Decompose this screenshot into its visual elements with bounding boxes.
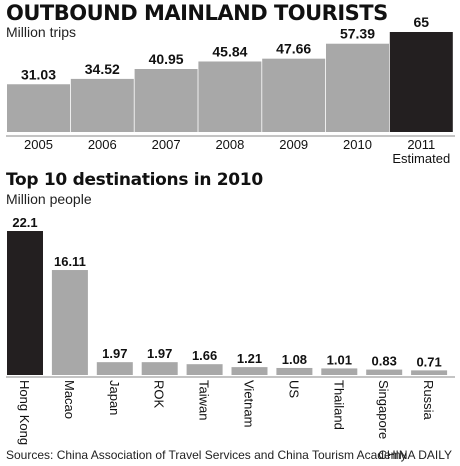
category-label-japan: Japan xyxy=(107,380,122,415)
value-label-2005: 31.03 xyxy=(21,66,56,82)
category-label-hong-kong: Hong Kong xyxy=(17,380,32,445)
category-label-us: US xyxy=(286,380,301,398)
bar-taiwan xyxy=(186,364,223,375)
category-label-russia: Russia xyxy=(421,380,436,421)
value-label-2008: 45.84 xyxy=(212,43,247,59)
category-label-macao: Macao xyxy=(62,380,77,419)
category-label-2005: 2005 xyxy=(24,137,53,152)
bar-2009 xyxy=(262,58,326,132)
chart-1-title: OUTBOUND MAINLAND TOURISTS xyxy=(6,1,388,25)
source-note: Sources: China Association of Travel Ser… xyxy=(6,448,407,462)
bar-2006 xyxy=(70,78,134,132)
value-label-2009: 47.66 xyxy=(276,41,311,57)
value-label-hong-kong: 22.1 xyxy=(12,215,37,230)
category-label-thailand: Thailand xyxy=(331,380,346,430)
category-label-2011: 2011 xyxy=(407,137,435,152)
value-label-japan: 1.97 xyxy=(102,346,127,361)
bar-rok xyxy=(141,362,178,375)
chart-2-subtitle: Million people xyxy=(6,191,92,207)
value-label-singapore: 0.83 xyxy=(372,354,397,369)
category-label-2009: 2009 xyxy=(279,137,308,152)
category-label-2010: 2010 xyxy=(343,137,372,152)
value-label-macao: 16.11 xyxy=(54,254,86,269)
category-label-2006: 2006 xyxy=(88,137,117,152)
bar-macao xyxy=(51,270,88,375)
value-label-taiwan: 1.66 xyxy=(192,348,217,363)
bar-2010 xyxy=(326,43,389,133)
bar-thailand xyxy=(321,368,358,375)
value-label-2006: 34.52 xyxy=(85,61,120,77)
category-label-vietnam: Vietnam xyxy=(242,380,257,427)
value-label-thailand: 1.01 xyxy=(327,352,352,367)
chart-2-title: Top 10 destinations in 2010 xyxy=(6,170,263,190)
value-label-vietnam: 1.21 xyxy=(237,351,262,366)
category-label-taiwan: Taiwan xyxy=(197,380,212,420)
bar-2007 xyxy=(134,69,198,132)
value-label-2007: 40.95 xyxy=(149,51,184,67)
category-label-singapore: Singapore xyxy=(376,380,391,439)
value-label-russia: 0.71 xyxy=(416,354,441,369)
credit-china-daily: CHINA DAILY xyxy=(378,448,452,462)
bar-singapore xyxy=(366,369,403,375)
value-label-rok: 1.97 xyxy=(147,346,172,361)
category-sublabel-2011: Estimated xyxy=(392,151,450,166)
value-label-2010: 57.39 xyxy=(340,26,375,42)
bar-us xyxy=(276,367,313,375)
value-label-us: 1.08 xyxy=(282,352,307,367)
bar-2005 xyxy=(7,84,70,132)
category-label-rok: ROK xyxy=(152,380,167,409)
bar-hong-kong xyxy=(7,231,43,375)
bar-2008 xyxy=(198,61,262,132)
value-label-2011: 65 xyxy=(414,14,430,30)
bar-russia xyxy=(411,370,448,375)
category-label-2007: 2007 xyxy=(152,137,181,152)
bar-japan xyxy=(96,362,133,375)
bar-vietnam xyxy=(231,367,268,375)
bar-2011 xyxy=(389,32,453,132)
chart-1-subtitle: Million trips xyxy=(6,24,77,40)
outbound-tourists-bar-chart: 31.03 2005 34.52 2006 40.95 2007 45.84 2008 47.6… xyxy=(6,14,455,166)
category-label-2008: 2008 xyxy=(215,137,244,152)
